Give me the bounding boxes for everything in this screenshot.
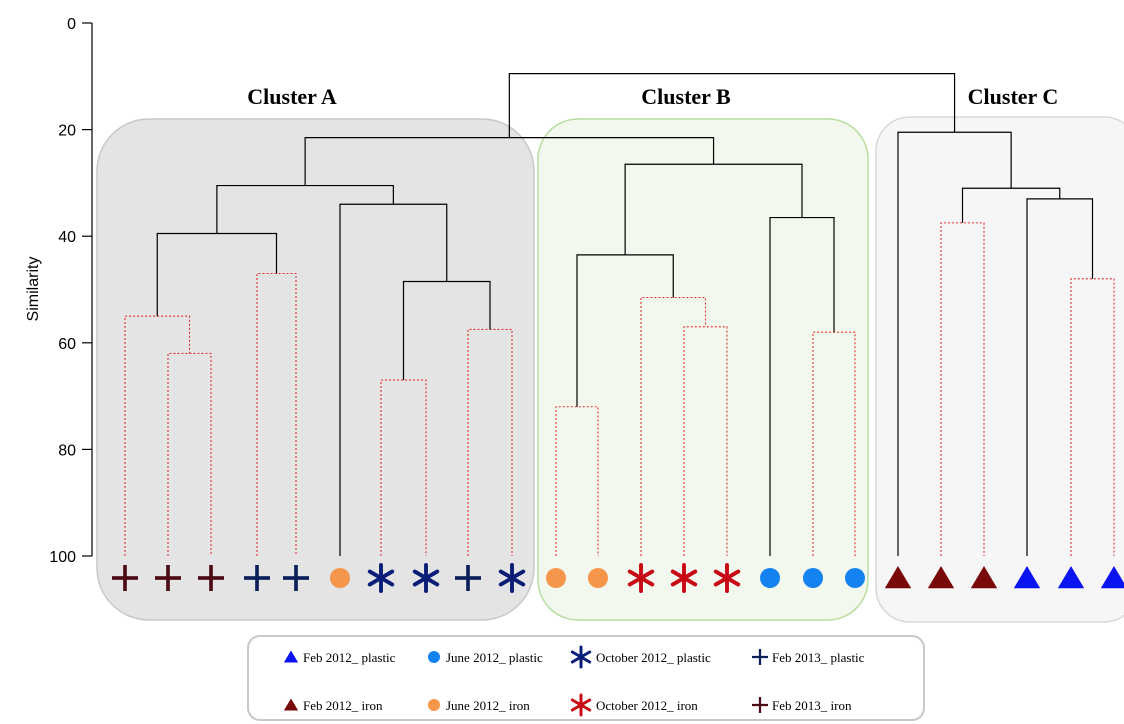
cluster-panels <box>96 116 1124 623</box>
plus-marker <box>455 565 481 591</box>
cluster-a-title: Cluster A <box>247 84 337 109</box>
cluster-b-panel <box>537 118 869 621</box>
asterisk-marker <box>570 645 592 669</box>
triangle-marker <box>1100 566 1124 589</box>
cluster-c-title: Cluster C <box>968 84 1059 109</box>
cluster-b-title: Cluster B <box>641 84 731 109</box>
triangle-marker <box>283 698 299 711</box>
y-tick-label: 0 <box>67 16 76 33</box>
cluster-a-panel <box>96 118 535 621</box>
y-axis-title: Similarity <box>25 257 42 322</box>
y-tick-label: 100 <box>49 549 76 566</box>
cluster-c-panel <box>875 116 1124 623</box>
asterisk-marker <box>627 563 655 593</box>
dendrogram-link <box>640 296 707 556</box>
circle-marker <box>803 568 823 588</box>
legend-label: October 2012_ plastic <box>596 650 711 665</box>
asterisk-marker <box>713 563 741 593</box>
plus-marker <box>283 565 309 591</box>
plus-marker <box>752 649 768 665</box>
circle-marker <box>845 568 865 588</box>
triangle-marker <box>1057 566 1085 589</box>
asterisk-marker <box>670 563 698 593</box>
legend: Feb 2012_ plastic June 2012_ plastic Octob… <box>283 645 865 717</box>
plus-marker <box>155 565 181 591</box>
circle-marker <box>428 699 440 711</box>
triangle-marker <box>1013 566 1041 589</box>
plus-marker <box>112 565 138 591</box>
y-tick-label: 40 <box>58 229 76 246</box>
asterisk-marker <box>367 563 395 593</box>
dendrogram-link <box>555 406 599 556</box>
legend-label: Feb 2012_ iron <box>303 698 383 713</box>
circle-marker <box>588 568 608 588</box>
dendrogram-links <box>124 73 1115 556</box>
circle-marker <box>428 651 440 663</box>
circle-marker <box>546 568 566 588</box>
legend-label: June 2012_ iron <box>446 698 530 713</box>
legend-label: Feb 2013_ iron <box>772 698 852 713</box>
legend-label: Feb 2012_ plastic <box>303 650 396 665</box>
triangle-marker <box>927 566 955 589</box>
asterisk-marker <box>498 563 526 593</box>
circle-marker <box>330 568 350 588</box>
plus-marker <box>244 565 270 591</box>
legend-label: Feb 2013_ plastic <box>772 650 865 665</box>
dendrogram-link <box>380 379 427 556</box>
leaf-markers <box>112 563 1124 593</box>
y-tick-label: 60 <box>58 336 76 353</box>
y-axis: 0 20 40 60 80 100 <box>49 16 93 566</box>
plus-marker <box>752 697 768 713</box>
y-tick-label: 20 <box>58 123 76 140</box>
asterisk-marker <box>412 563 440 593</box>
legend-label: October 2012_ iron <box>596 698 698 713</box>
circle-marker <box>760 568 780 588</box>
triangle-marker <box>970 566 998 589</box>
asterisk-marker <box>570 693 592 717</box>
y-tick-label: 80 <box>58 442 76 459</box>
plus-marker <box>198 565 224 591</box>
triangle-marker <box>884 566 912 589</box>
legend-label: June 2012_ plastic <box>446 650 543 665</box>
triangle-marker <box>283 650 299 663</box>
dendrogram-link <box>508 73 956 138</box>
